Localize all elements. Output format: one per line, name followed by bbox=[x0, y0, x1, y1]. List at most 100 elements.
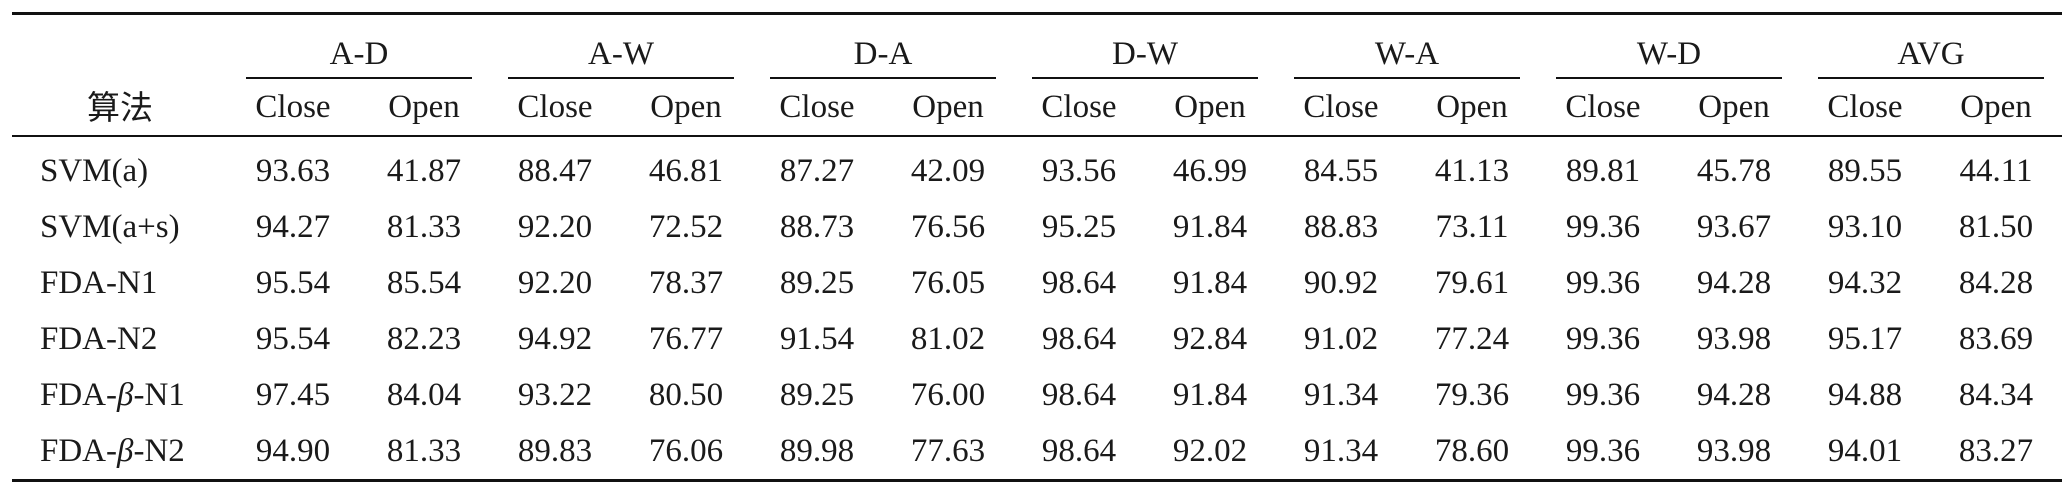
subheader-open: Open bbox=[1930, 79, 2062, 137]
table-cell: 78.37 bbox=[648, 264, 724, 301]
table-cell: 93.22 bbox=[517, 376, 593, 413]
table-cell: 81.33 bbox=[386, 208, 462, 245]
algorithm-name: FDA-N2 bbox=[40, 320, 158, 357]
table-cell: 92.20 bbox=[517, 208, 593, 245]
group-header-w-d: W-D bbox=[1538, 12, 1800, 79]
table-body: SVM(a) 93.63 41.87 88.47 46.81 87.27 42.09 93.5… bbox=[12, 136, 2062, 482]
table-row: FDA-β-N2 94.90 81.33 89.83 76.06 89.98 77.63 98… bbox=[12, 423, 2062, 482]
group-header-d-w: D-W bbox=[1014, 12, 1276, 79]
table-cell: 95.54 bbox=[255, 264, 331, 301]
algorithm-name: SVM(a) bbox=[40, 152, 149, 189]
group-header-w-a: W-A bbox=[1276, 12, 1538, 79]
subheader-open: Open bbox=[1406, 79, 1538, 137]
table-cell: 88.73 bbox=[779, 208, 855, 245]
group-label: W-A bbox=[1374, 36, 1440, 72]
table-row: FDA-N2 95.54 82.23 94.92 76.77 91.54 81.02 98.6… bbox=[12, 311, 2062, 367]
table-cell: 92.20 bbox=[517, 264, 593, 301]
table-cell: 77.63 bbox=[882, 423, 1014, 482]
group-label: A-D bbox=[329, 36, 389, 72]
table-cell: 98.64 bbox=[1041, 376, 1117, 413]
subheader-close: Close bbox=[228, 79, 358, 137]
subheader-open: Open bbox=[1144, 79, 1276, 137]
table-cell: 91.02 bbox=[1303, 320, 1379, 357]
table-cell: 91.84 bbox=[1172, 208, 1248, 245]
table-row: FDA-N1 95.54 85.54 92.20 78.37 89.25 76.05 98.6… bbox=[12, 255, 2062, 311]
subheader-open: Open bbox=[358, 79, 490, 137]
subheader-close: Close bbox=[1800, 79, 1930, 137]
table-cell: 84.04 bbox=[386, 376, 462, 413]
table-cell: 94.27 bbox=[255, 208, 331, 245]
subheader-close: Close bbox=[490, 79, 620, 137]
header-row-subheaders: Close Open Close Open Close Open Close Open Clos… bbox=[12, 79, 2062, 137]
table-row: SVM(a) 93.63 41.87 88.47 46.81 87.27 42.09 93.5… bbox=[12, 136, 2062, 199]
table-cell: 46.81 bbox=[648, 152, 724, 189]
group-header-a-d: A-D bbox=[228, 12, 490, 79]
table-cell: 83.27 bbox=[1930, 423, 2062, 482]
table-cell: 41.13 bbox=[1434, 152, 1510, 189]
group-header-avg: AVG bbox=[1800, 12, 2062, 79]
table-cell: 76.77 bbox=[648, 320, 724, 357]
table-cell: 88.83 bbox=[1303, 208, 1379, 245]
group-label: A-W bbox=[588, 36, 654, 72]
table-cell: 99.36 bbox=[1565, 264, 1641, 301]
table-cell: 94.92 bbox=[517, 320, 593, 357]
table-cell: 87.27 bbox=[779, 152, 855, 189]
table-cell: 94.28 bbox=[1696, 264, 1772, 301]
table-cell: 84.55 bbox=[1303, 152, 1379, 189]
table-cell: 81.50 bbox=[1958, 208, 2034, 245]
table-cell: 89.55 bbox=[1827, 152, 1903, 189]
table-cell: 93.98 bbox=[1696, 320, 1772, 357]
table-cell: 91.34 bbox=[1303, 376, 1379, 413]
table-cell: 79.36 bbox=[1434, 376, 1510, 413]
table-cell: 85.54 bbox=[386, 264, 462, 301]
table-cell: 89.83 bbox=[490, 423, 620, 482]
algorithm-name: SVM(a+s) bbox=[40, 208, 180, 245]
table-cell: 42.09 bbox=[910, 152, 986, 189]
table-cell: 89.25 bbox=[779, 376, 855, 413]
table-cell: 94.88 bbox=[1827, 376, 1903, 413]
table-cell: 91.34 bbox=[1276, 423, 1406, 482]
group-label: D-A bbox=[853, 36, 913, 72]
table-cell: 99.36 bbox=[1538, 423, 1668, 482]
group-header-a-w: A-W bbox=[490, 12, 752, 79]
table-cell: 95.17 bbox=[1827, 320, 1903, 357]
table-cell: 79.61 bbox=[1434, 264, 1510, 301]
table-cell: 82.23 bbox=[386, 320, 462, 357]
table-cell: 89.25 bbox=[779, 264, 855, 301]
subheader-close: Close bbox=[752, 79, 882, 137]
table-cell: 97.45 bbox=[255, 376, 331, 413]
header-row-groups: 算法 A-D A-W D-A D-W W-A W-D AVG bbox=[12, 12, 2062, 137]
table-cell: 98.64 bbox=[1041, 264, 1117, 301]
subheader-open: Open bbox=[1668, 79, 1800, 137]
table-cell: 95.25 bbox=[1041, 208, 1117, 245]
table-cell: 94.90 bbox=[228, 423, 358, 482]
subheader-close: Close bbox=[1014, 79, 1144, 137]
table-cell: 98.64 bbox=[1041, 320, 1117, 357]
table-cell: 94.01 bbox=[1800, 423, 1930, 482]
group-label: AVG bbox=[1897, 36, 1965, 72]
table-cell: 98.64 bbox=[1014, 423, 1144, 482]
table-cell: 99.36 bbox=[1565, 208, 1641, 245]
table-cell: 84.34 bbox=[1958, 376, 2034, 413]
table-cell: 90.92 bbox=[1303, 264, 1379, 301]
table-cell: 93.63 bbox=[255, 152, 331, 189]
table-row: FDA-β-N1 97.45 84.04 93.22 80.50 89.25 76.00 98… bbox=[12, 367, 2062, 423]
table-cell: 89.98 bbox=[752, 423, 882, 482]
table-cell: 99.36 bbox=[1565, 320, 1641, 357]
table-cell: 76.06 bbox=[620, 423, 752, 482]
table-cell: 99.36 bbox=[1565, 376, 1641, 413]
group-label: D-W bbox=[1112, 36, 1178, 72]
table-cell: 77.24 bbox=[1434, 320, 1510, 357]
table-cell: 94.32 bbox=[1827, 264, 1903, 301]
table-cell: 73.11 bbox=[1435, 208, 1509, 245]
table-cell: 88.47 bbox=[517, 152, 593, 189]
table-cell: 94.28 bbox=[1696, 376, 1772, 413]
subheader-open: Open bbox=[882, 79, 1014, 137]
table-cell: 93.56 bbox=[1041, 152, 1117, 189]
table-cell: 95.54 bbox=[255, 320, 331, 357]
table-cell: 84.28 bbox=[1958, 264, 2034, 301]
table-cell: 76.05 bbox=[910, 264, 986, 301]
algorithm-name: FDA-N1 bbox=[40, 264, 158, 301]
table-row: SVM(a+s) 94.27 81.33 92.20 72.52 88.73 76.56 95… bbox=[12, 199, 2062, 255]
